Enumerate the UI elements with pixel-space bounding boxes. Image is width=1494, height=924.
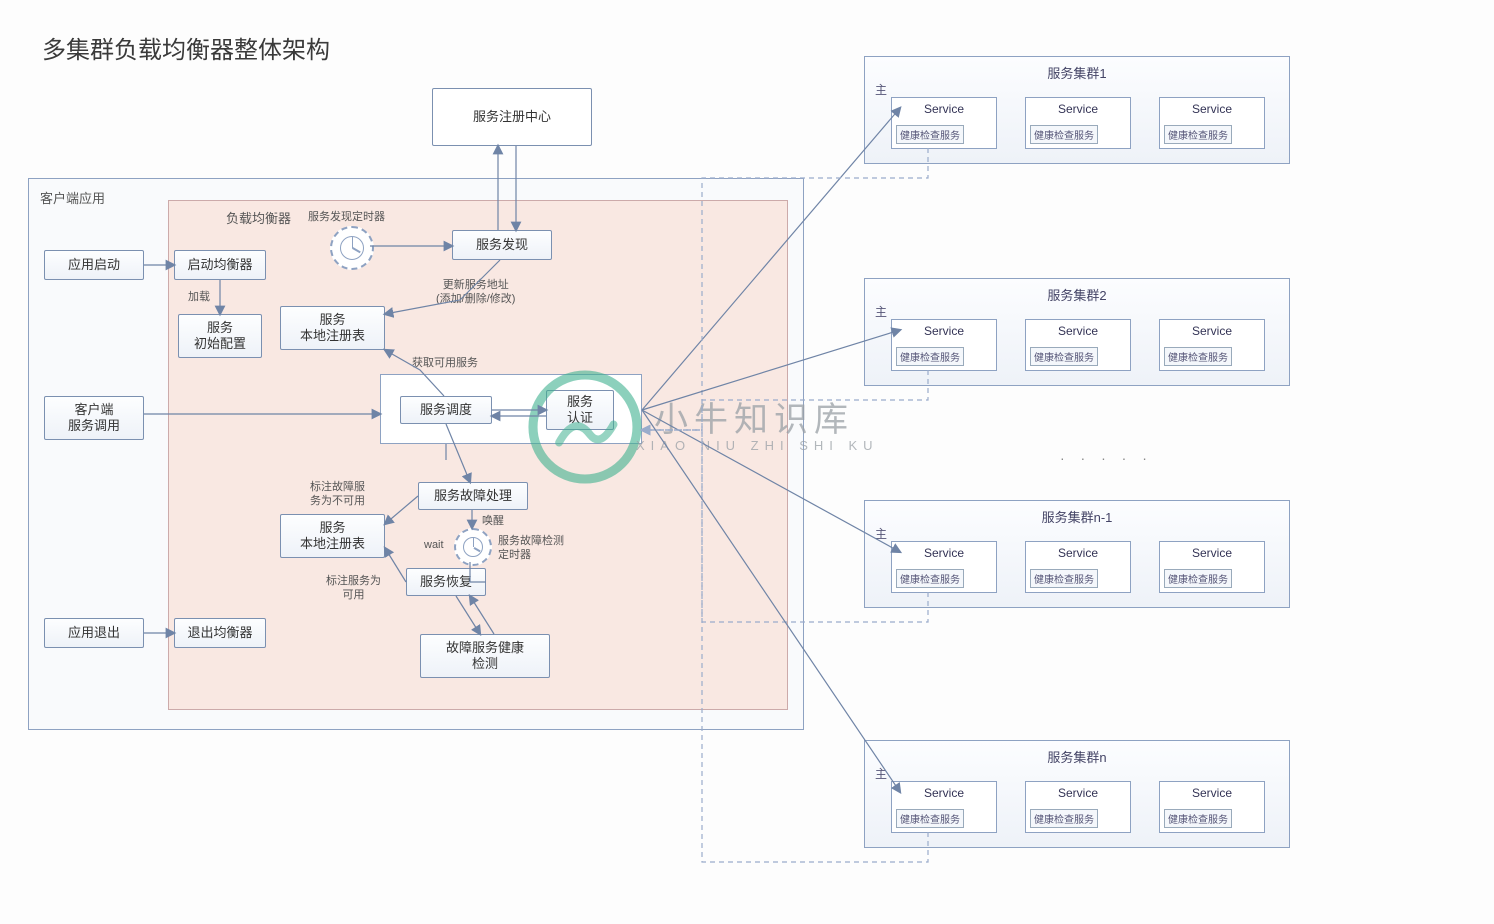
edges-layer — [0, 0, 1494, 924]
